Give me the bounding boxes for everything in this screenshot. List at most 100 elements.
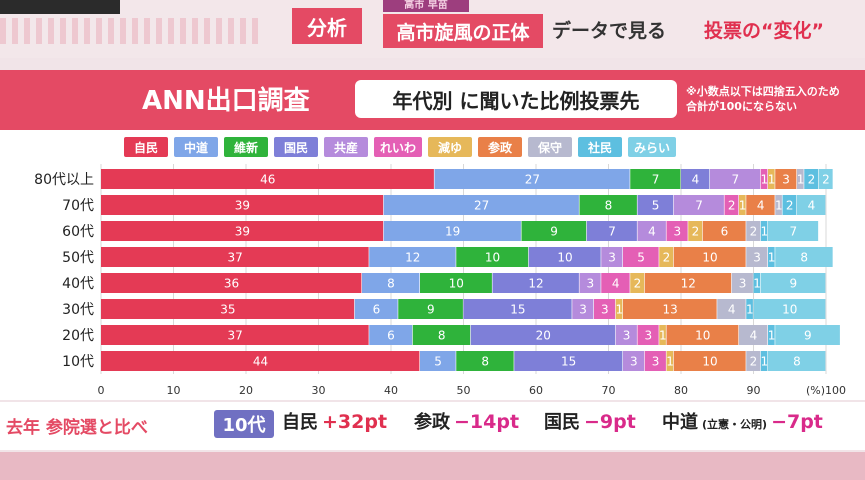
bar-segment — [601, 273, 630, 293]
category-badge: 分析 — [292, 8, 362, 44]
previous-topic-tag: 高市 早苗 — [383, 0, 469, 12]
data-label: 2 — [750, 225, 758, 239]
data-label: 10 — [782, 303, 797, 317]
data-label: 37 — [227, 251, 242, 265]
bar-segment — [579, 195, 637, 215]
bar-segment — [354, 299, 398, 319]
data-label: 10 — [485, 251, 500, 265]
data-label: 46 — [260, 173, 275, 187]
legend-item: 維新 — [224, 137, 268, 157]
bar-segment — [362, 273, 420, 293]
bar-segment — [746, 247, 768, 267]
bar-segment — [420, 351, 456, 371]
data-label: 3 — [739, 277, 747, 291]
bar-segment — [746, 195, 775, 215]
data-label: 10 — [702, 355, 717, 369]
bar-segment — [797, 169, 804, 189]
bar-segment — [681, 169, 710, 189]
category-label: 60代 — [62, 224, 94, 240]
data-label: 8 — [481, 355, 489, 369]
comparison-label: 去年 参院選と比べ — [6, 418, 148, 438]
bar-segment — [623, 351, 645, 371]
bar-segment — [731, 273, 753, 293]
comparison-delta: −14pt — [454, 411, 520, 433]
data-label: 1 — [761, 173, 769, 187]
bar-segment — [528, 247, 601, 267]
decorative-stripes — [0, 18, 260, 44]
data-label: 4 — [648, 225, 656, 239]
comparison-delta: −7pt — [771, 411, 823, 433]
comparison-party: 中道 — [662, 412, 698, 433]
comparison-party: 参政 — [414, 412, 450, 433]
data-label: 4 — [808, 199, 816, 213]
bar-segment — [782, 195, 797, 215]
data-label: 7 — [790, 225, 798, 239]
bar-segment — [768, 247, 775, 267]
bar-segment — [470, 325, 616, 345]
bar-segment — [760, 351, 768, 371]
data-label: 1 — [768, 173, 776, 187]
data-label: 27 — [474, 199, 489, 213]
data-label: 1 — [775, 199, 783, 213]
comparison-item-chudo: 中道 (立憲・公明) −7pt — [662, 408, 823, 442]
bar-segment — [594, 299, 616, 319]
bar-segment — [659, 247, 674, 267]
comparison-delta: −9pt — [584, 411, 636, 433]
bar-segment — [775, 169, 797, 189]
bar-segment — [101, 195, 384, 215]
tick-label: 80 — [674, 384, 688, 397]
bar-segment — [101, 299, 355, 319]
bar-segment — [673, 247, 746, 267]
data-label: 1 — [761, 225, 769, 239]
data-label: 9 — [790, 277, 798, 291]
bar-segment — [101, 351, 420, 371]
bar-segment — [666, 351, 674, 371]
data-label: 7 — [732, 173, 740, 187]
data-label: 2 — [786, 199, 794, 213]
tick-label: 70 — [602, 384, 616, 397]
comparison-party: 自民 — [282, 412, 318, 433]
data-label: 1 — [739, 199, 747, 213]
comparison-item-kokumin: 国民 −9pt — [544, 408, 636, 442]
bar-segment — [702, 221, 746, 241]
legend-item: みらい — [628, 137, 677, 157]
tick-label: 10 — [167, 384, 181, 397]
bar-segment — [630, 273, 645, 293]
bar-segment — [775, 195, 782, 215]
bar-segment — [760, 169, 768, 189]
bar-segment — [101, 221, 384, 241]
data-label: 2 — [808, 173, 816, 187]
data-label: 8 — [438, 329, 446, 343]
data-label: 7 — [608, 225, 616, 239]
category-label: 10代 — [62, 354, 94, 370]
category-label: 80代以上 — [34, 172, 94, 188]
data-label: 2 — [634, 277, 642, 291]
data-label: 4 — [750, 329, 758, 343]
tick-label: 60 — [529, 384, 543, 397]
comparison-item-jimin: 自民 +32pt — [282, 408, 387, 442]
data-label: 3 — [630, 355, 638, 369]
bar-segment — [101, 169, 434, 189]
data-label: 1 — [666, 355, 674, 369]
data-label: 1 — [797, 173, 805, 187]
data-label: 39 — [235, 225, 250, 239]
bar-segment — [659, 325, 666, 345]
age-group-badge: 10代 — [214, 410, 274, 438]
data-label: 2 — [663, 251, 671, 265]
category-label: 50代 — [62, 250, 94, 266]
bar-segment — [412, 325, 471, 345]
bar-segment — [637, 325, 659, 345]
data-label: 7 — [652, 173, 660, 187]
data-label: 5 — [652, 199, 660, 213]
bar-segment — [521, 221, 587, 241]
rounding-note-line2: 合計が100にならない — [686, 100, 797, 113]
bar-segment — [753, 299, 826, 319]
data-label: 3 — [753, 251, 761, 265]
data-label: 3 — [579, 303, 587, 317]
chart-legend: 自民 中道 維新 国民 共産 れいわ 減ゆ 参政 保守 社民 みらい — [124, 137, 677, 157]
chart-title: ANN出口調査 — [142, 86, 310, 116]
bar-segment — [644, 351, 666, 371]
data-label: 4 — [728, 303, 736, 317]
top-left-dark-strip — [0, 0, 120, 14]
bar-segment — [586, 221, 637, 241]
